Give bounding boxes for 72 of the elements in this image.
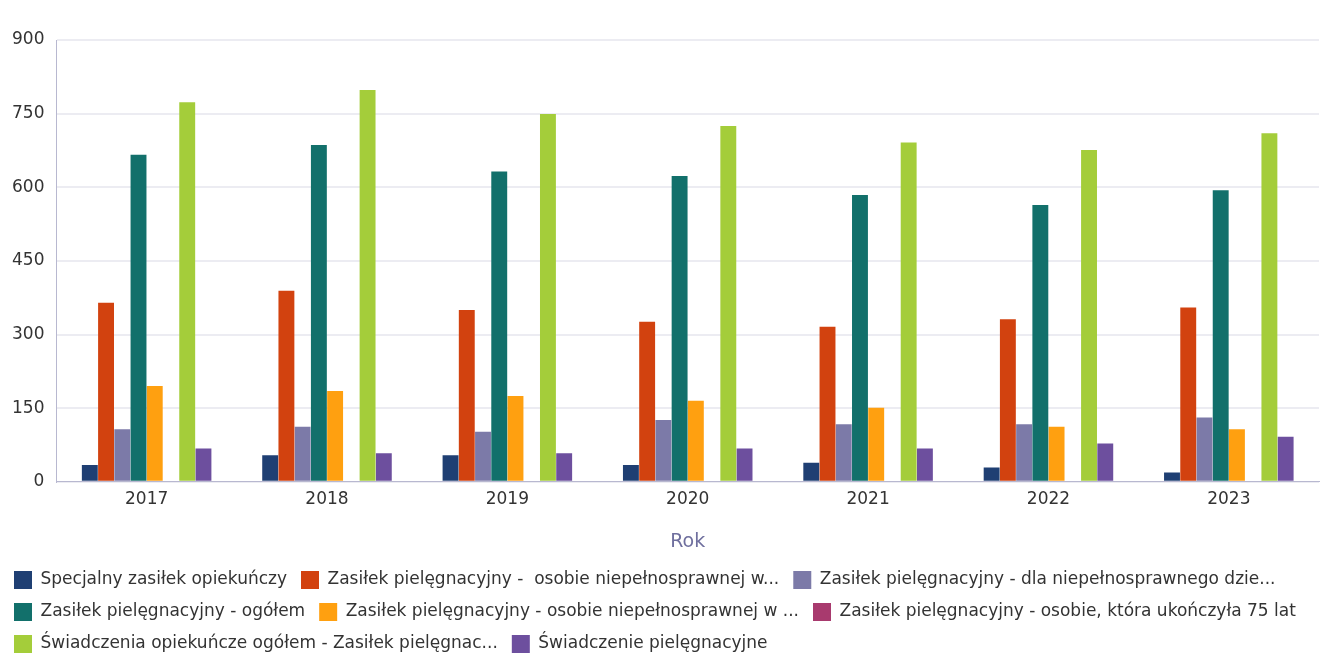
y-tick-label: 900	[11, 28, 45, 49]
bar	[868, 407, 885, 481]
bar	[179, 102, 196, 481]
legend-label: Zasiłek pielęgnacyjny - osobie niepełnosprawnej w...	[327, 568, 780, 589]
x-tick-label: 2022	[1026, 488, 1071, 509]
bar	[1016, 424, 1033, 481]
bar	[442, 455, 459, 481]
x-tick-label: 2021	[846, 488, 890, 509]
bar	[900, 142, 917, 481]
bar	[1261, 133, 1278, 481]
bar	[1212, 190, 1229, 481]
bar	[556, 453, 573, 481]
bar	[114, 429, 131, 481]
bar	[98, 302, 114, 481]
bar	[262, 455, 279, 481]
y-tick-label: 300	[11, 322, 45, 343]
bar	[655, 419, 672, 481]
bar	[146, 386, 163, 481]
x-tick-label: 2018	[305, 488, 349, 509]
legend-label: Specjalny zasiłek opiekuńczy	[40, 568, 288, 589]
bar	[1081, 149, 1097, 481]
bar	[375, 453, 392, 481]
bar	[999, 319, 1016, 481]
x-tick-label: 2023	[1207, 488, 1251, 509]
bar	[327, 390, 344, 481]
bar	[639, 321, 656, 481]
x-tick-label: 2020	[666, 488, 710, 509]
bar	[983, 467, 1000, 481]
legend-label: Zasiłek pielęgnacyjny - dla niepełnosprawnego dzie...	[819, 568, 1276, 589]
bar	[835, 424, 852, 481]
bar	[1180, 307, 1197, 481]
bar	[1277, 436, 1294, 481]
x-tick-label: 2017	[125, 488, 169, 509]
x-axis-title: Rok	[670, 528, 706, 551]
bar	[1228, 429, 1245, 481]
bar	[1196, 417, 1213, 481]
bar	[687, 400, 704, 481]
bar	[852, 195, 868, 481]
bar	[1032, 204, 1049, 481]
legend-label: Zasiłek pielęgnacyjny - osobie niepełnosprawnej w ...	[345, 600, 799, 621]
bar	[294, 426, 311, 481]
bar	[539, 114, 556, 481]
bar	[671, 175, 688, 481]
bar	[1097, 443, 1114, 481]
bar	[720, 125, 737, 481]
bar	[278, 290, 295, 481]
y-tick-label: 600	[11, 175, 45, 196]
legend-label: Świadczenia opiekuńcze ogółem - Zasiłek pielęgnac...	[40, 631, 498, 653]
bar	[81, 465, 98, 481]
bar	[130, 154, 147, 481]
y-tick-label: 150	[11, 396, 45, 417]
bar	[803, 462, 820, 481]
bar	[491, 171, 508, 481]
legend-label: Zasiłek pielęgnacyjny - osobie, która ukończyła 75 lat	[839, 600, 1297, 621]
bar	[1164, 472, 1180, 481]
bar	[819, 326, 836, 481]
bar	[475, 431, 491, 481]
legend-label: Świadczenie pielęgnacyjne	[538, 631, 768, 653]
y-tick-label: 0	[33, 470, 45, 491]
bar	[736, 448, 753, 481]
x-tick-label: 2019	[485, 488, 529, 509]
bar	[458, 309, 475, 481]
bar	[1048, 426, 1065, 481]
bar	[916, 448, 933, 481]
bar	[507, 395, 524, 481]
y-tick-label: 750	[11, 102, 45, 123]
bar	[622, 465, 639, 481]
bar	[359, 90, 376, 481]
bar	[310, 145, 327, 481]
bar	[195, 448, 212, 481]
y-tick-label: 450	[11, 249, 45, 270]
legend-label: Zasiłek pielęgnacyjny - ogółem	[40, 600, 306, 621]
